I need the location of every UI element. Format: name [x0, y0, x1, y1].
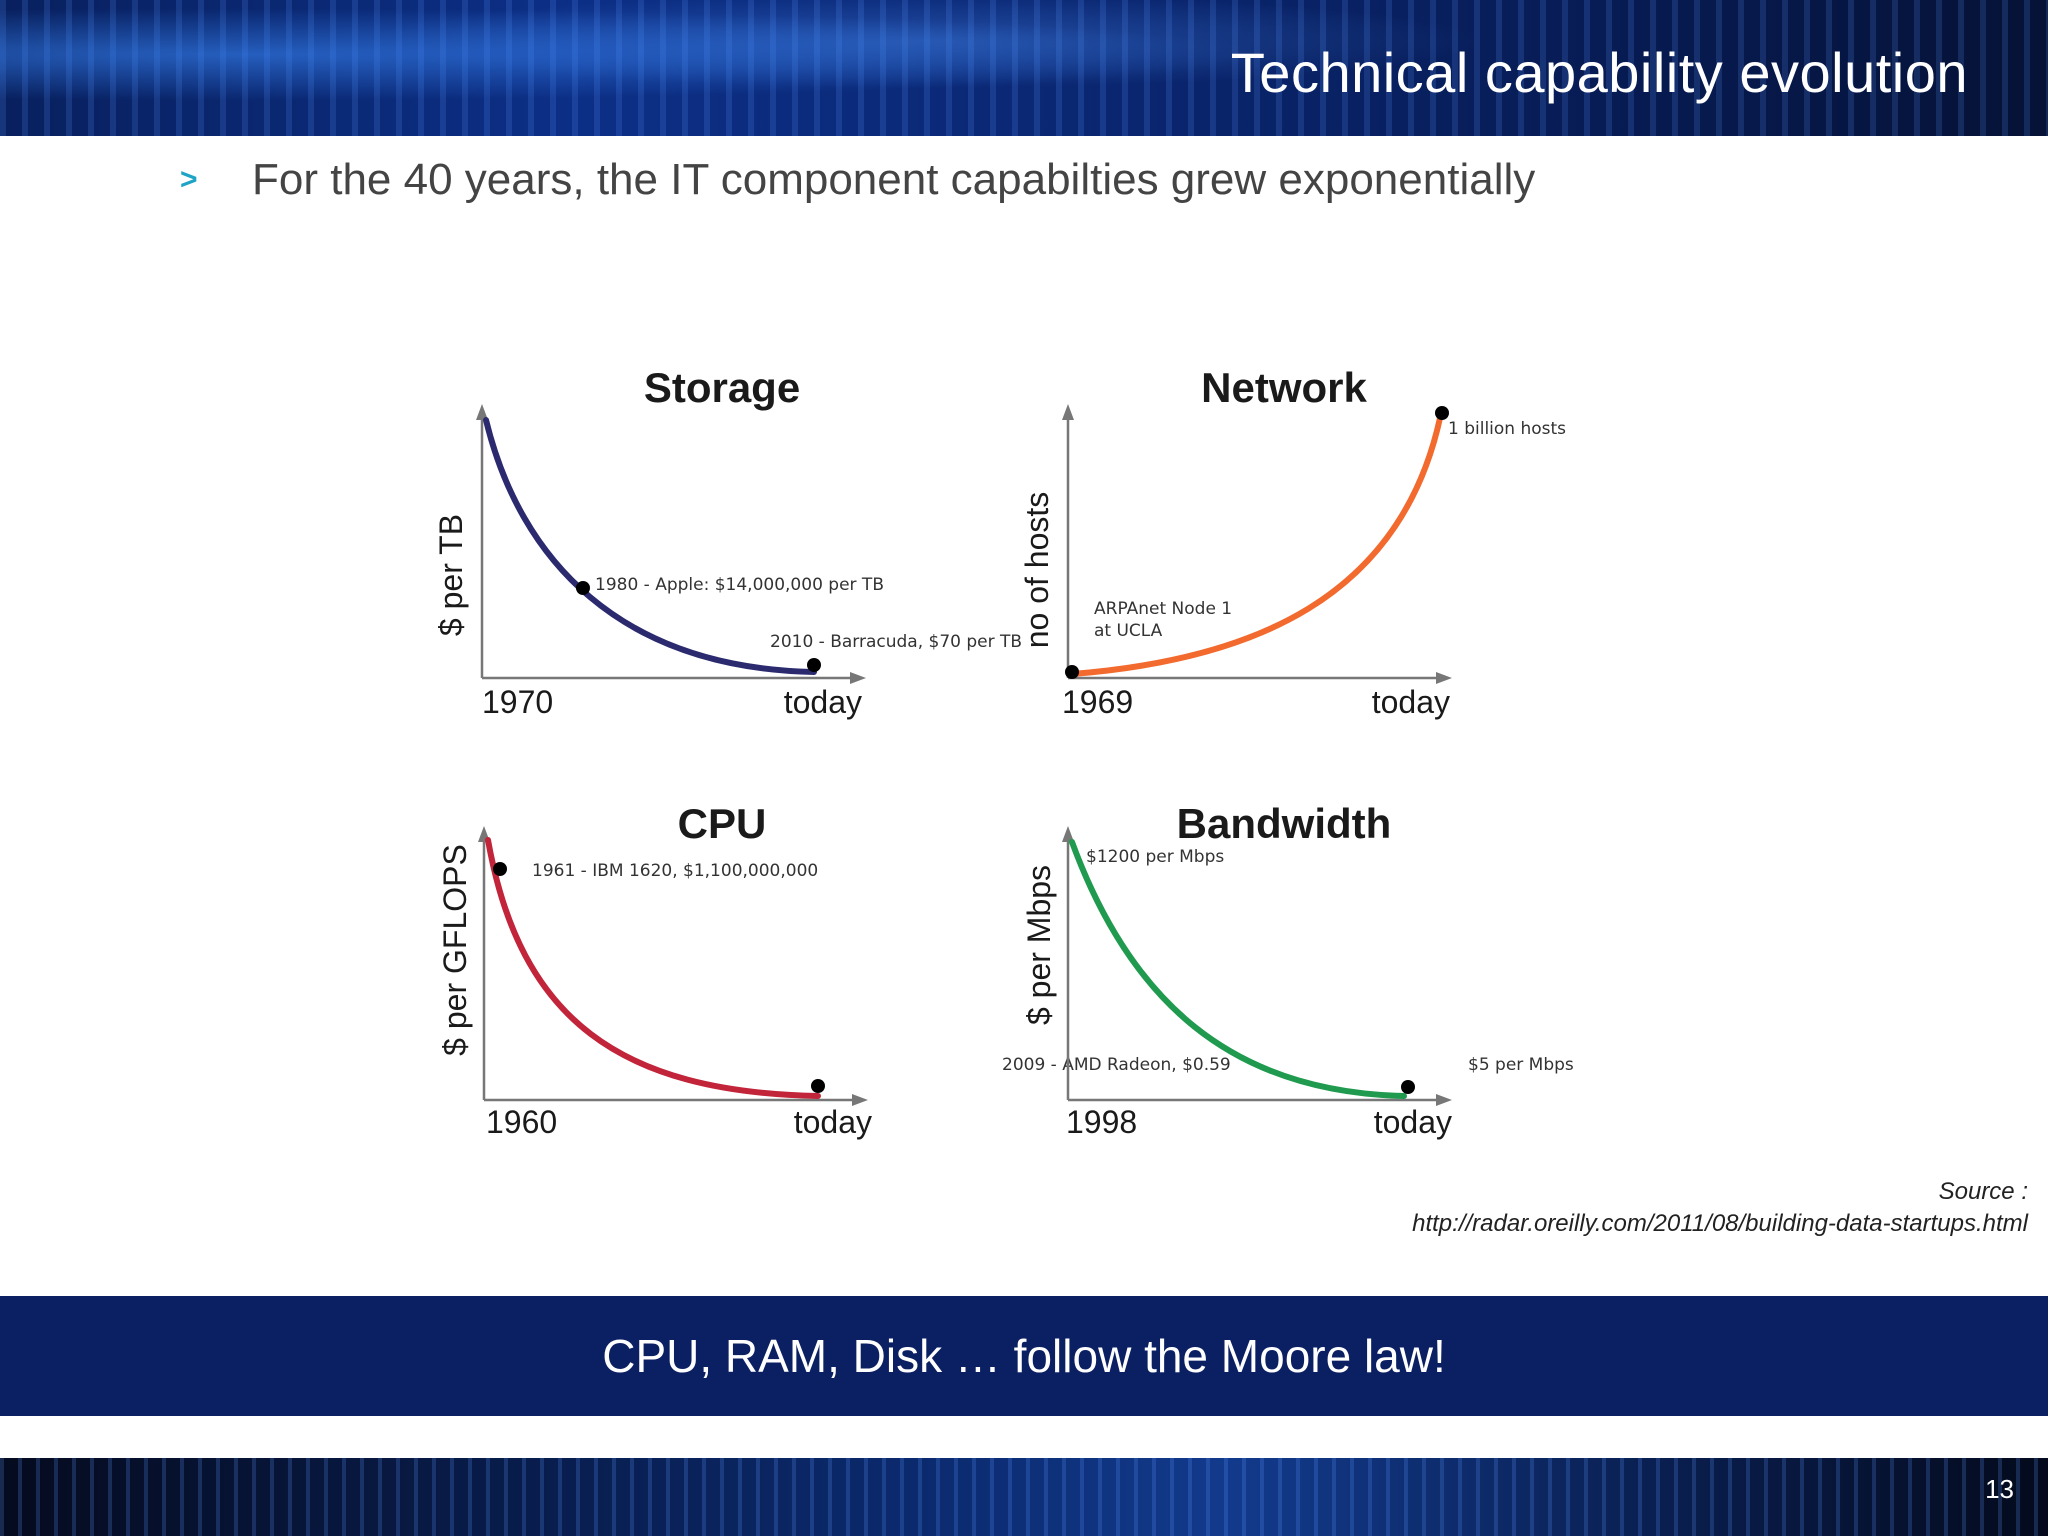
- bandwidth-chart: Bandwidth $ per Mbps 1998 today $1200 per Mb…: [1021, 800, 1574, 1140]
- y-axis-arrow: [1062, 404, 1074, 420]
- y-axis-label: $ per TB: [433, 514, 469, 636]
- x-tick-label: today: [784, 684, 862, 720]
- cpu-chart: CPU $ per GFLOPS 1960 today 1961 - IBM 1620,…: [437, 800, 1231, 1140]
- bullet-text: For the 40 years, the IT component capab…: [252, 155, 1536, 204]
- data-point-label: 1 billion hosts: [1448, 419, 1566, 439]
- header-bar: Technical capability evolution: [0, 0, 2048, 136]
- chart-title: Storage: [644, 364, 800, 411]
- data-point: [1401, 1080, 1415, 1094]
- x-axis-arrow: [1436, 672, 1452, 684]
- data-point-label: 2009 - AMD Radeon, $0.59: [1002, 1055, 1231, 1075]
- x-axis-arrow: [1436, 1094, 1452, 1106]
- conclusion-banner: CPU, RAM, Disk … follow the Moore law!: [0, 1296, 2048, 1416]
- y-axis-label: $ per GFLOPS: [437, 844, 473, 1056]
- data-point-label: 1961 - IBM 1620, $1,100,000,000: [532, 861, 818, 881]
- bullet-arrow-icon: >: [180, 163, 198, 196]
- trend-line: [485, 837, 821, 1099]
- x-axis-arrow: [852, 1094, 868, 1106]
- chart-title: CPU: [678, 800, 767, 847]
- x-axis-arrow: [850, 672, 866, 684]
- storage-chart: Storage $ per TB 1970 today 1980 - Apple: $1…: [433, 364, 1022, 720]
- data-point-label: at UCLA: [1094, 621, 1163, 641]
- bullet-point: > For the 40 years, the IT component cap…: [180, 150, 1535, 210]
- footer-bar: 13: [0, 1458, 2048, 1536]
- x-tick-label: 1960: [486, 1104, 557, 1140]
- trend-line: [1069, 839, 1407, 1099]
- x-tick-label: today: [794, 1104, 872, 1140]
- data-point-label: $1200 per Mbps: [1086, 847, 1224, 867]
- trend-line: [1069, 415, 1443, 677]
- data-point-label: ARPAnet Node 1: [1094, 599, 1232, 619]
- data-point: [493, 862, 507, 876]
- source-label: Source :: [1938, 1178, 2028, 1205]
- data-point: [807, 658, 821, 672]
- data-point: [1065, 665, 1079, 679]
- header-background-glow: [0, 0, 2048, 136]
- banner-text: CPU, RAM, Disk … follow the Moore law!: [602, 1330, 1446, 1382]
- data-point: [811, 1079, 825, 1093]
- data-point: [576, 581, 590, 595]
- data-point-label: 2010 - Barracuda, $70 per TB: [770, 632, 1022, 652]
- chart-title: Bandwidth: [1177, 800, 1392, 847]
- data-point: [1435, 406, 1449, 420]
- y-axis-arrow: [1062, 826, 1074, 842]
- x-tick-label: 1998: [1066, 1104, 1137, 1140]
- source-url: http://radar.oreilly.com/2011/08/buildin…: [1412, 1210, 2028, 1237]
- y-axis-arrow: [476, 404, 488, 420]
- footer-background-pattern: [0, 1458, 2048, 1536]
- data-point-label: $5 per Mbps: [1468, 1055, 1574, 1075]
- x-tick-label: 1970: [482, 684, 553, 720]
- y-axis-label: no of hosts: [1019, 492, 1055, 649]
- page-number: 13: [1985, 1474, 2014, 1504]
- source-citation: Source : http://radar.oreilly.com/2011/0…: [1412, 1176, 2028, 1240]
- slide-title: Technical capability evolution: [1230, 41, 1968, 104]
- x-tick-label: today: [1374, 1104, 1452, 1140]
- x-tick-label: 1969: [1062, 684, 1133, 720]
- trend-line: [483, 417, 817, 675]
- x-tick-label: today: [1372, 684, 1450, 720]
- data-point-label: 1980 - Apple: $14,000,000 per TB: [595, 575, 884, 595]
- charts-figure: Storage $ per TB 1970 today 1980 - Apple: $1…: [433, 364, 1574, 1140]
- chart-title: Network: [1201, 364, 1367, 411]
- y-axis-label: $ per Mbps: [1021, 865, 1057, 1025]
